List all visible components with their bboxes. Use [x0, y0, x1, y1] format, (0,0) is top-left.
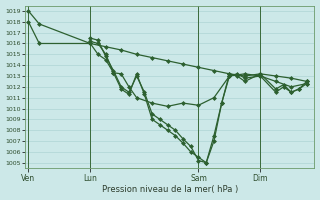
X-axis label: Pression niveau de la mer( hPa ): Pression niveau de la mer( hPa ) — [102, 185, 238, 194]
